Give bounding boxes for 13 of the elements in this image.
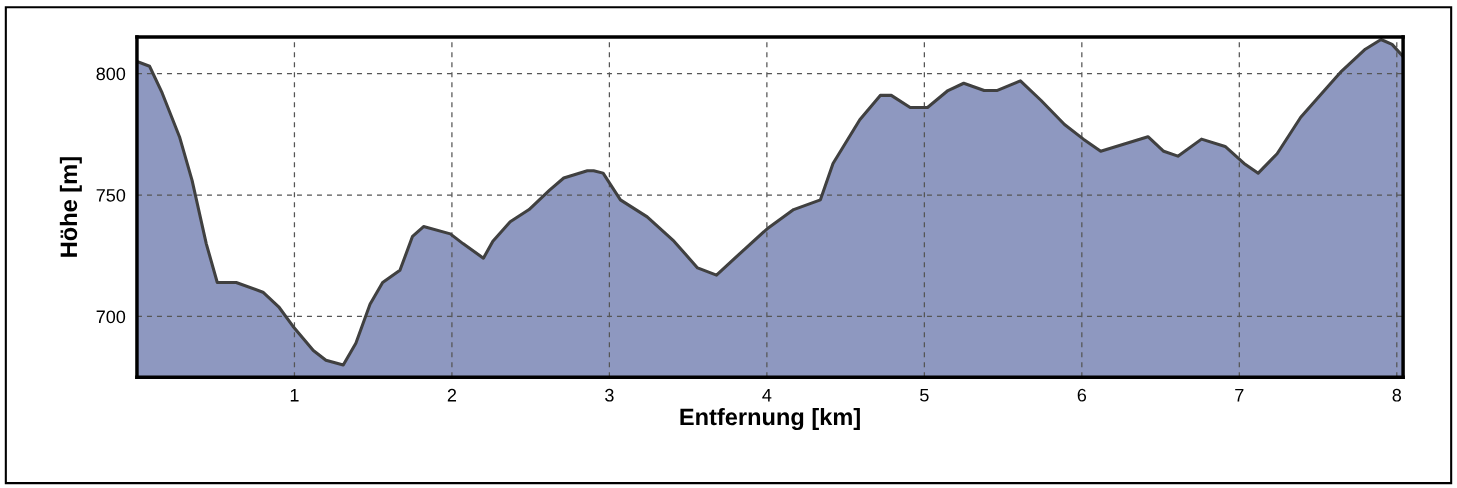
- x-axis-title: Entfernung [km]: [680, 407, 860, 431]
- x-tick-label: 2: [447, 388, 457, 402]
- x-tick-label: 5: [920, 389, 929, 402]
- x-tick-label: 6: [1077, 388, 1087, 402]
- y-tick-label: 700: [96, 310, 126, 324]
- y-tick-label: 800: [96, 67, 126, 81]
- y-tick-label: 750: [96, 188, 126, 202]
- x-tick-label: 4: [762, 389, 772, 402]
- x-tick-label: 1: [290, 389, 299, 402]
- x-tick-label: 3: [605, 388, 614, 402]
- x-tick-label: 7: [1235, 389, 1244, 402]
- y-axis-title: Höhe [m]: [59, 157, 82, 257]
- x-tick-label: 8: [1392, 388, 1402, 402]
